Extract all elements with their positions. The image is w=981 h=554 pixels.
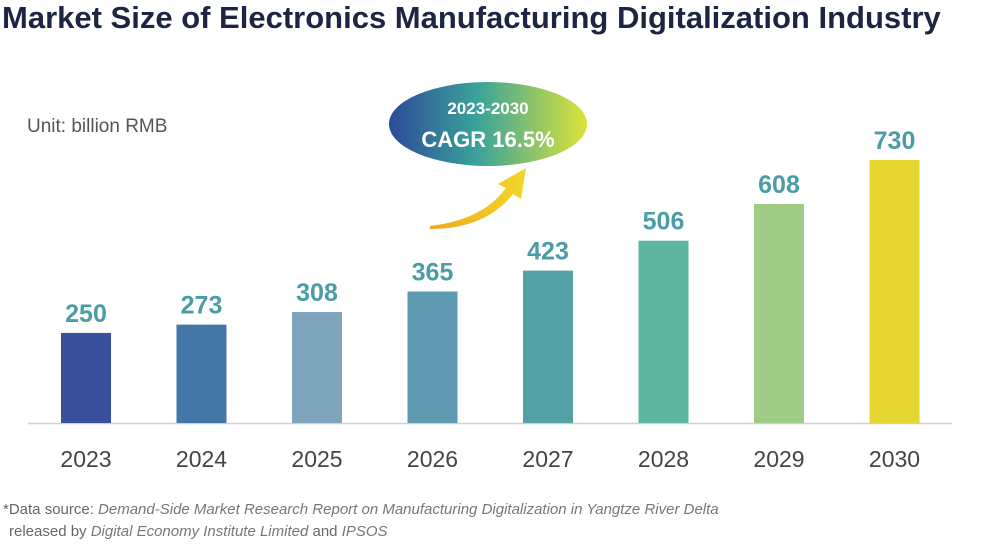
unit-label: Unit: billion RMB [27,116,168,137]
data-label-2026: 365 [412,259,454,287]
x-tick-2024: 2024 [176,446,227,472]
data-label-2029: 608 [758,171,800,199]
x-tick-2023: 2023 [60,446,111,472]
bar-2023 [61,332,111,423]
bar-2027 [523,270,573,423]
x-tick-2028: 2028 [638,446,689,472]
bar-2025 [292,312,342,423]
x-tick-2027: 2027 [522,446,573,472]
cagr-ellipse [389,82,587,166]
bar-2024 [176,324,227,423]
data-label-2024: 273 [181,292,223,320]
source-org1: Digital Economy Institute Limited [90,523,309,540]
data-label-2025: 308 [296,279,338,307]
cagr-value: CAGR 16.5% [421,127,554,152]
bar-2030 [869,160,920,423]
source-report: Demand-Side Market Research Report on Ma… [98,501,719,518]
source-and: and [308,523,342,540]
x-tick-2025: 2025 [291,446,342,472]
data-label-2027: 423 [527,238,569,266]
bar-2028 [638,240,689,423]
source-org2: IPSOS [341,523,388,540]
data-label-2028: 506 [643,208,685,236]
data-label-2030: 730 [874,127,916,155]
arrow-icon [430,168,526,229]
bar-2026 [407,291,458,423]
cagr-period: 2023-2030 [447,99,528,118]
data-source-note: *Data source: Demand-Side Market Researc… [3,499,719,543]
chart-title: Market Size of Electronics Manufacturing… [2,0,941,35]
cagr-badge: 2023-2030 CAGR 16.5% [389,82,587,166]
data-label-2023: 250 [65,300,107,328]
bar-2029 [754,203,804,423]
x-tick-2030: 2030 [869,446,920,472]
source-released-by: released by [9,523,91,540]
cagr-arrow [430,168,526,229]
source-prefix: *Data source: [3,501,99,518]
x-tick-2026: 2026 [407,446,458,472]
x-tick-2029: 2029 [753,446,804,472]
